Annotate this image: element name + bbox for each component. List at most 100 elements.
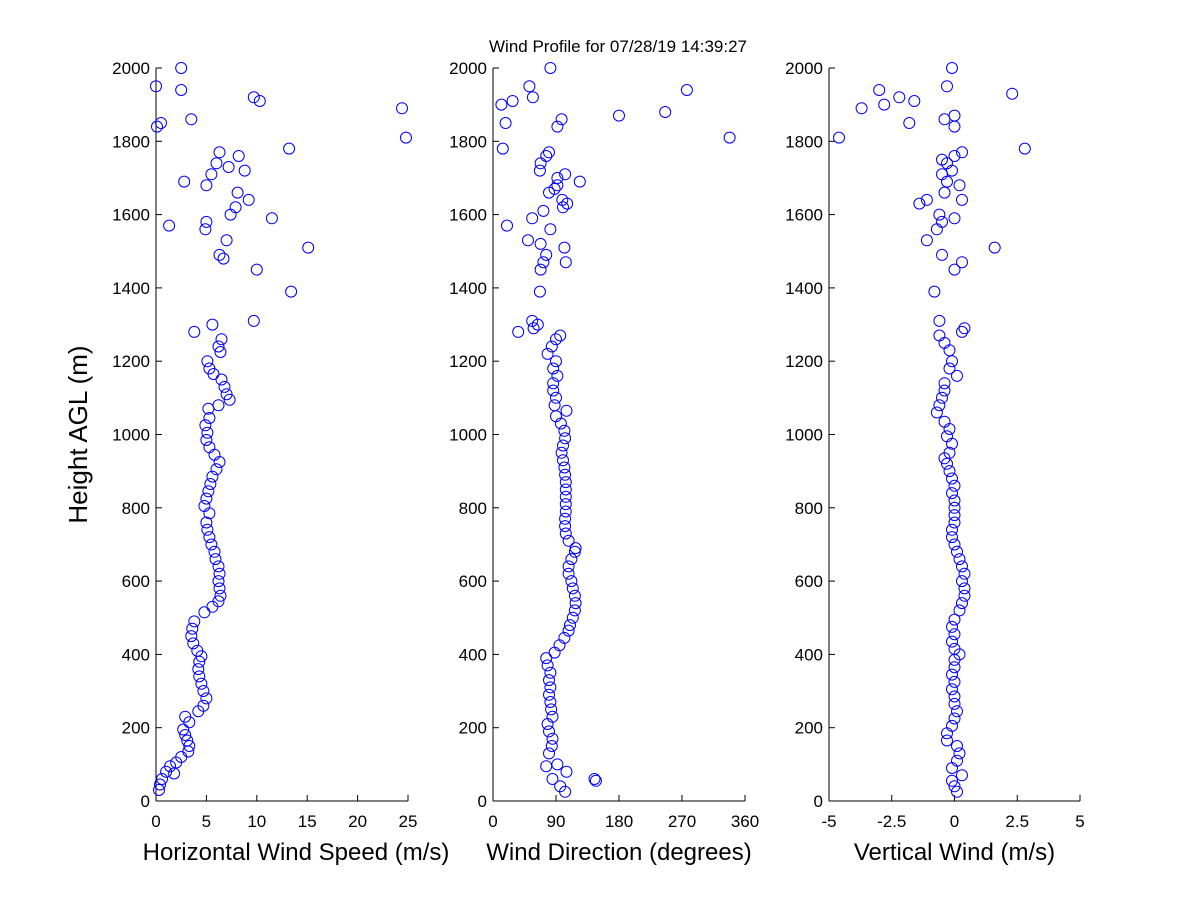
data-point [212, 575, 225, 588]
y-tick-label: 400 [122, 645, 150, 664]
data-point [559, 527, 572, 540]
data-point [946, 487, 958, 500]
data-point [559, 256, 572, 269]
data-point [569, 542, 582, 555]
data-point [951, 785, 963, 798]
data-point [956, 256, 968, 269]
data-point [946, 635, 958, 648]
data-point [948, 516, 961, 529]
x-tick-label: -2.5 [877, 812, 906, 831]
data-point [175, 62, 188, 74]
x-tick-label: 0 [950, 812, 959, 831]
data-point [951, 545, 963, 558]
data-point [527, 322, 540, 335]
data-point [559, 490, 572, 503]
data-point [956, 325, 968, 338]
data-point [933, 329, 946, 342]
y-tick-label: 1800 [112, 132, 150, 151]
data-point [557, 439, 569, 452]
data-point [199, 419, 212, 432]
data-point [202, 485, 215, 498]
data-point [187, 637, 200, 650]
data-point [559, 476, 572, 489]
x-tick-label: -5 [821, 812, 836, 831]
data-point [544, 223, 557, 236]
data-point [185, 113, 198, 126]
data-point [878, 98, 891, 111]
y-tick-label: 2000 [112, 59, 150, 78]
y-tick-label: 1200 [785, 352, 823, 371]
y-tick-label: 1400 [785, 279, 823, 298]
data-point [953, 553, 966, 566]
data-point [588, 773, 601, 785]
data-point [155, 117, 167, 129]
data-point [188, 615, 201, 628]
data-point [499, 117, 512, 129]
data-point [659, 106, 672, 118]
data-point [559, 432, 572, 445]
data-point [231, 186, 244, 199]
data-point [559, 520, 572, 533]
y-tick-label: 800 [459, 499, 487, 518]
data-point [559, 512, 572, 525]
data-point [555, 446, 568, 459]
data-point [946, 531, 958, 544]
data-point [948, 628, 961, 641]
data-point [164, 760, 177, 773]
data-point [220, 234, 233, 247]
data-point [565, 553, 578, 566]
data-point [212, 560, 225, 573]
data-point [938, 186, 951, 199]
data-point [540, 150, 553, 162]
data-point [559, 498, 572, 511]
y-tick-label: 600 [122, 572, 150, 591]
data-point [948, 263, 961, 276]
data-point [543, 688, 555, 701]
data-point [948, 538, 961, 551]
data-point [938, 113, 951, 126]
data-point [948, 509, 961, 522]
data-point [495, 98, 508, 111]
data-point [214, 589, 227, 602]
data-point [203, 441, 216, 454]
data-point [550, 391, 562, 404]
data-point [558, 424, 571, 437]
data-point [547, 384, 560, 397]
data-point [191, 644, 204, 657]
data-point [546, 710, 559, 723]
data-point [941, 430, 953, 443]
x-tick-label: 270 [668, 812, 696, 831]
data-point [201, 426, 214, 439]
data-point [544, 62, 557, 74]
y-tick-label: 1600 [112, 206, 150, 225]
y-tick-label: 200 [459, 719, 487, 738]
data-point [198, 500, 211, 512]
x-tick-label: 2.5 [1005, 812, 1029, 831]
data-point [936, 248, 948, 261]
y-tick-label: 1000 [112, 426, 150, 445]
data-point [222, 161, 235, 173]
x-axis-label: Vertical Wind (m/s) [854, 839, 1055, 866]
data-point [285, 285, 298, 298]
y-tick-label: 1600 [785, 206, 823, 225]
data-point [192, 663, 205, 676]
data-point [946, 472, 958, 485]
data-point [229, 201, 242, 214]
data-point [533, 164, 546, 177]
data-point [209, 553, 222, 566]
data-point [223, 393, 236, 406]
data-point [948, 479, 961, 492]
data-point [212, 340, 225, 353]
data-point [544, 696, 557, 708]
data-point [946, 683, 958, 696]
data-point [496, 142, 509, 155]
data-point [232, 150, 245, 162]
data-point [195, 677, 208, 690]
x-tick-label: 0 [488, 812, 497, 831]
data-point [302, 241, 315, 254]
data-point [680, 84, 693, 96]
data-point [534, 237, 547, 250]
data-point [933, 314, 946, 327]
data-point [534, 263, 547, 276]
